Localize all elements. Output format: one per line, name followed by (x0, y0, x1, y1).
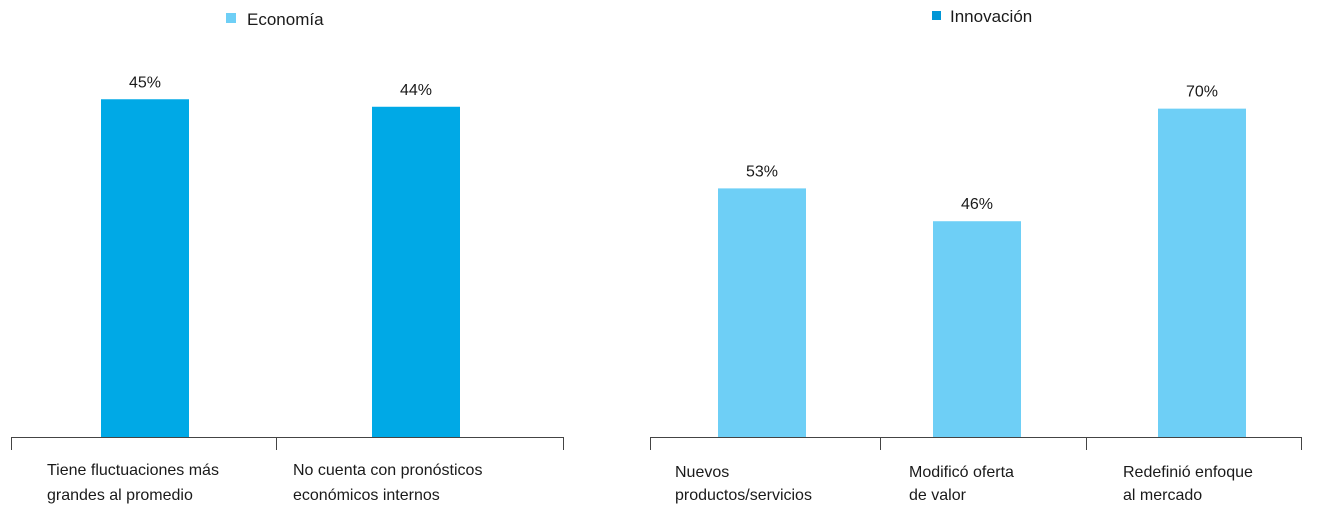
innovacion-legend-label: Innovación (950, 7, 1032, 26)
economia-category-label: No cuenta con pronósticos económicos inte… (293, 462, 482, 504)
innovacion-value-label: 70% (1186, 84, 1218, 101)
economia-value-label: 44% (400, 82, 432, 99)
innovacion-bar (718, 188, 806, 437)
innovacion-chart: Innovación 53% 46% 70% Nuevos productos/servi… (620, 0, 1321, 506)
innovacion-bar (933, 221, 1021, 437)
innovacion-value-label: 46% (961, 196, 993, 213)
economia-category-label: Tiene fluctuaciones más grandes al promed… (47, 462, 219, 504)
innovacion-bar (1158, 108, 1246, 438)
economia-chart-svg: Economía 45% 44% Tiene fluctuaciones más gra… (11, 10, 564, 504)
innovacion-chart-svg: Innovación 53% 46% 70% Nuevos productos/servi… (650, 7, 1302, 504)
economia-bar (101, 99, 189, 438)
innovacion-category-label: Redefinió enfoque al mercado (1123, 464, 1253, 504)
economia-bar (372, 106, 460, 438)
innovacion-value-label: 53% (746, 163, 778, 180)
economia-chart: Economía 45% 44% Tiene fluctuaciones más gra… (0, 0, 600, 506)
economia-legend-label: Economía (247, 10, 324, 29)
innovacion-category-label: Modificó oferta de valor (909, 464, 1014, 504)
economia-value-label: 45% (129, 74, 161, 91)
economia-legend-marker (226, 13, 236, 23)
innovacion-legend-marker (932, 11, 941, 20)
innovacion-category-label: Nuevos productos/servicios (675, 464, 812, 504)
